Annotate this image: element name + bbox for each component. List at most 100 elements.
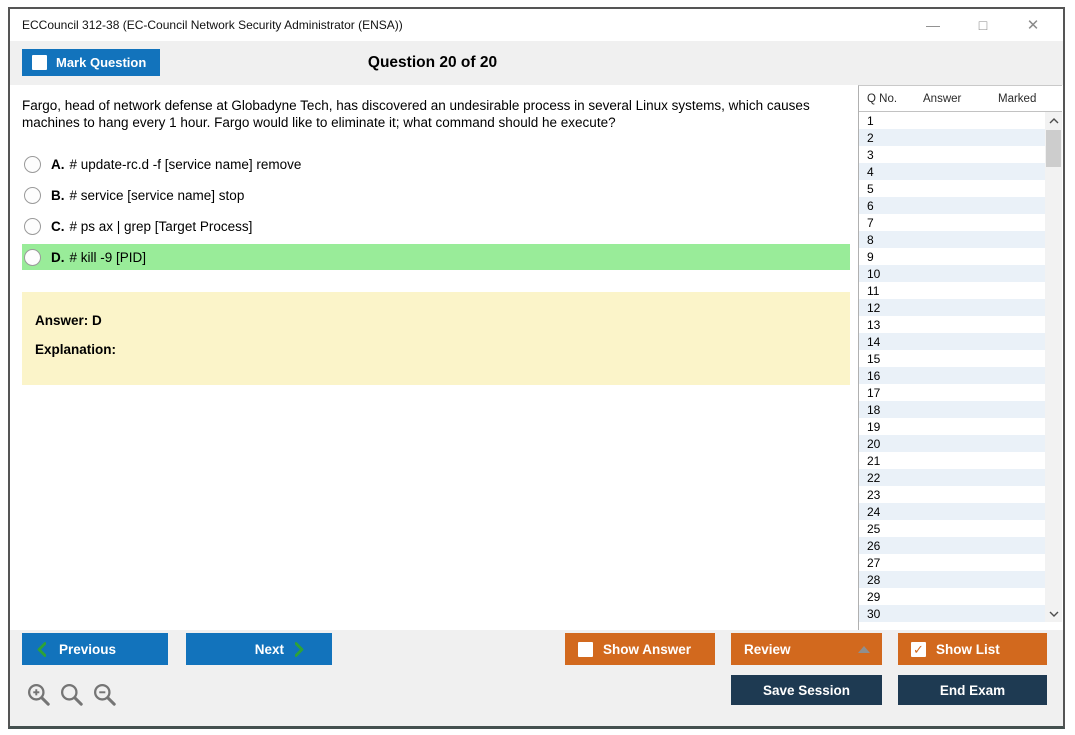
zoom-in-icon[interactable]: [26, 682, 52, 708]
question-list-row[interactable]: 16: [859, 367, 1045, 384]
option-letter: B.: [51, 187, 65, 203]
question-list-row[interactable]: 23: [859, 486, 1045, 503]
option-text: # service [service name] stop: [69, 187, 245, 203]
mark-question-checkbox[interactable]: [32, 55, 47, 70]
answer-option-d[interactable]: D. # kill -9 [PID]: [22, 244, 850, 270]
previous-button[interactable]: Previous: [22, 633, 168, 665]
maximize-icon[interactable]: □: [978, 17, 988, 33]
answer-option-b[interactable]: B. # service [service name] stop: [22, 182, 850, 208]
question-list-row[interactable]: 7: [859, 214, 1045, 231]
question-list-row[interactable]: 10: [859, 265, 1045, 282]
question-list-row[interactable]: 17: [859, 384, 1045, 401]
option-text: # update-rc.d -f [service name] remove: [69, 156, 302, 172]
zoom-out-icon[interactable]: [92, 682, 118, 708]
qno-cell: 8: [867, 232, 874, 247]
show-list-checkbox[interactable]: [911, 641, 926, 657]
show-list-button[interactable]: Show List: [898, 633, 1047, 665]
qno-cell: 30: [867, 606, 881, 621]
question-list-row[interactable]: 19: [859, 418, 1045, 435]
scroll-up-icon[interactable]: [1045, 112, 1062, 129]
qno-cell: 11: [867, 283, 880, 298]
answer-option-c[interactable]: C. # ps ax | grep [Target Process]: [22, 213, 850, 239]
qno-cell: 16: [867, 368, 881, 383]
scrollbar-thumb[interactable]: [1046, 130, 1061, 167]
window-controls: — □ ✕: [925, 18, 1063, 33]
question-list-row[interactable]: 24: [859, 503, 1045, 520]
qno-cell: 20: [867, 436, 881, 451]
close-icon[interactable]: ✕: [1026, 16, 1040, 34]
question-list-row[interactable]: 30: [859, 605, 1045, 622]
qno-cell: 5: [867, 181, 874, 196]
column-header-qno: Q No.: [867, 92, 898, 105]
question-list-row[interactable]: 3: [859, 146, 1045, 163]
next-button[interactable]: Next: [186, 633, 332, 665]
option-text: # kill -9 [PID]: [69, 249, 147, 265]
radio-icon[interactable]: [24, 186, 41, 204]
answer-panel: Answer: D Explanation:: [22, 292, 850, 385]
answer-label: Answer: D: [35, 313, 102, 328]
question-list-row[interactable]: 15: [859, 350, 1045, 367]
end-exam-button[interactable]: End Exam: [898, 675, 1047, 705]
radio-icon[interactable]: [24, 155, 41, 173]
question-list-row[interactable]: 25: [859, 520, 1045, 537]
question-list-row[interactable]: 2: [859, 129, 1045, 146]
show-answer-checkbox[interactable]: [578, 641, 593, 657]
qno-cell: 9: [867, 249, 874, 264]
question-list-rows: 1 2 3 4 5 6 7 8 9 10 11 12 13 14 15 16 17 18 19 20 21 22 23 24 2…: [859, 112, 1045, 622]
qno-cell: 23: [867, 487, 881, 502]
qno-cell: 29: [867, 589, 881, 604]
save-session-label: Save Session: [762, 682, 851, 698]
question-list-row[interactable]: 21: [859, 452, 1045, 469]
triangle-up-icon: [858, 645, 870, 653]
qno-cell: 25: [867, 521, 881, 536]
qno-cell: 1: [867, 113, 874, 128]
question-list-row[interactable]: 9: [859, 248, 1045, 265]
options-list: A. # update-rc.d -f [service name] remove…: [22, 151, 850, 270]
minimize-icon[interactable]: —: [926, 17, 940, 33]
qno-cell: 10: [867, 266, 881, 281]
question-list-row[interactable]: 1: [859, 112, 1045, 129]
radio-icon[interactable]: [24, 217, 41, 235]
qno-cell: 13: [867, 317, 881, 332]
question-list-row[interactable]: 8: [859, 231, 1045, 248]
save-session-button[interactable]: Save Session: [731, 675, 882, 705]
qno-cell: 17: [867, 385, 881, 400]
answer-option-a[interactable]: A. # update-rc.d -f [service name] remove: [22, 151, 850, 177]
column-header-marked: Marked: [998, 92, 1037, 105]
question-list-scrollbar[interactable]: [1045, 112, 1062, 622]
question-list-row[interactable]: 20: [859, 435, 1045, 452]
question-list-row[interactable]: 6: [859, 197, 1045, 214]
question-list-row[interactable]: 22: [859, 469, 1045, 486]
question-list-row[interactable]: 5: [859, 180, 1045, 197]
question-list-header: Q No. Answer Marked: [859, 86, 1062, 112]
question-list-row[interactable]: 29: [859, 588, 1045, 605]
qno-cell: 21: [867, 453, 881, 468]
qno-cell: 24: [867, 504, 881, 519]
chevron-left-icon: [37, 641, 46, 657]
question-list-row[interactable]: 11: [859, 282, 1045, 299]
question-list-row[interactable]: 27: [859, 554, 1045, 571]
option-letter: C.: [51, 218, 65, 234]
magnifier-icon[interactable]: [59, 682, 85, 708]
qno-cell: 27: [867, 555, 881, 570]
qno-cell: 6: [867, 198, 874, 213]
window-title: ECCouncil 312-38 (EC-Council Network Sec…: [22, 18, 403, 32]
mark-question-button[interactable]: Mark Question: [22, 49, 161, 76]
question-list-row[interactable]: 28: [859, 571, 1045, 588]
question-list-row[interactable]: 18: [859, 401, 1045, 418]
question-list-row[interactable]: 4: [859, 163, 1045, 180]
question-list-row[interactable]: 12: [859, 299, 1045, 316]
zoom-toolbar: [26, 682, 118, 708]
qno-cell: 14: [867, 334, 881, 349]
qno-cell: 26: [867, 538, 881, 553]
radio-icon[interactable]: [24, 248, 41, 266]
qno-cell: 22: [867, 470, 881, 485]
qno-cell: 3: [867, 147, 874, 162]
question-list-row[interactable]: 13: [859, 316, 1045, 333]
scroll-down-icon[interactable]: [1045, 605, 1062, 622]
show-answer-button[interactable]: Show Answer: [565, 633, 715, 665]
question-list-row[interactable]: 26: [859, 537, 1045, 554]
question-list-row[interactable]: 14: [859, 333, 1045, 350]
exam-player-window: ECCouncil 312-38 (EC-Council Network Sec…: [8, 7, 1065, 729]
review-button[interactable]: Review: [731, 633, 882, 665]
